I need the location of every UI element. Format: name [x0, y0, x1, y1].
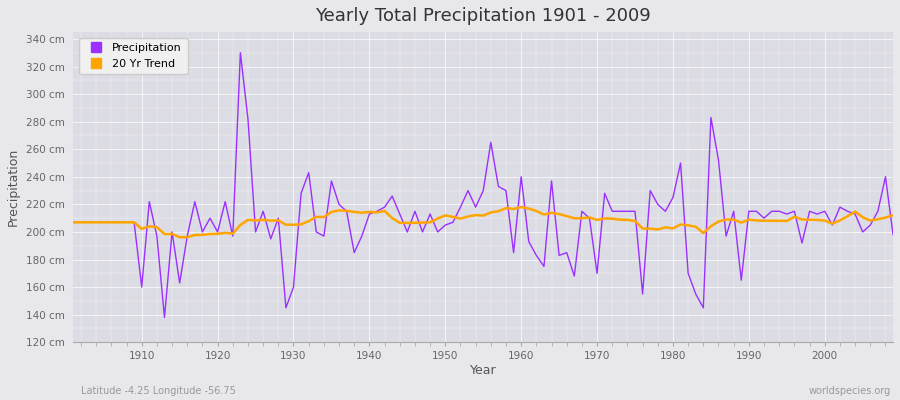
- X-axis label: Year: Year: [470, 364, 497, 377]
- Text: worldspecies.org: worldspecies.org: [809, 386, 891, 396]
- Y-axis label: Precipitation: Precipitation: [7, 148, 20, 226]
- Text: Latitude -4.25 Longitude -56.75: Latitude -4.25 Longitude -56.75: [81, 386, 236, 396]
- Legend: Precipitation, 20 Yr Trend: Precipitation, 20 Yr Trend: [79, 38, 187, 74]
- Title: Yearly Total Precipitation 1901 - 2009: Yearly Total Precipitation 1901 - 2009: [315, 7, 651, 25]
